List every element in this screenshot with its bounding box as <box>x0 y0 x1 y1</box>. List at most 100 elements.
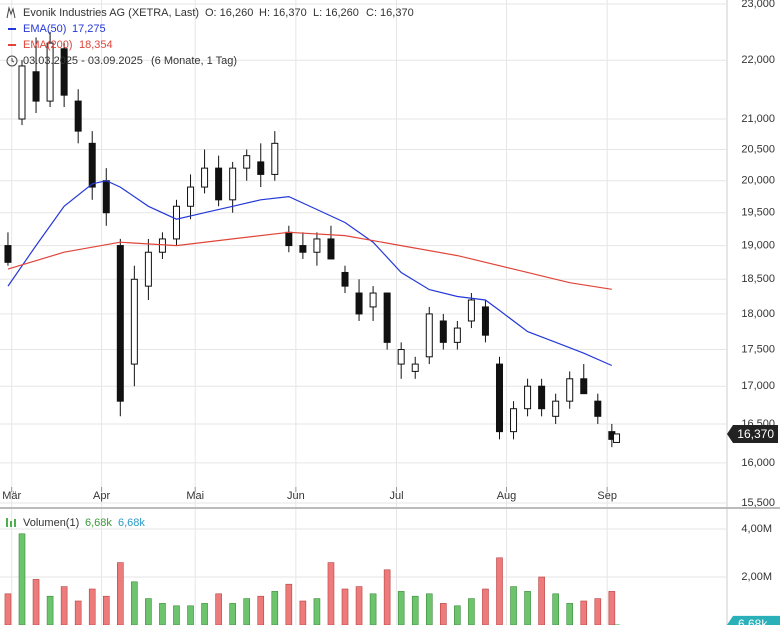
volume-bar <box>215 593 222 625</box>
candle-body <box>341 271 349 287</box>
candle-body <box>355 292 363 315</box>
volume-badge-label: 6,68k <box>738 617 768 625</box>
volume-bar <box>131 581 138 625</box>
volume-bar <box>313 598 321 625</box>
y-tick-label: 23,000 <box>741 0 775 10</box>
volume-bar <box>299 600 307 625</box>
candle-body <box>481 306 489 336</box>
volume-bar <box>117 562 124 625</box>
candle-body <box>243 155 251 169</box>
volume-bar <box>608 591 616 625</box>
volume-bar <box>18 533 26 625</box>
volume-bar <box>383 569 391 625</box>
candle-body <box>453 327 461 343</box>
volume-bar <box>425 593 433 625</box>
candle-body <box>116 245 124 402</box>
candle-body <box>215 167 223 201</box>
y-tick-label: 17,000 <box>741 380 775 392</box>
candle-body <box>229 167 237 201</box>
volume-bar <box>552 593 559 625</box>
candle-body <box>4 245 12 263</box>
candle-body <box>158 238 166 253</box>
ohlc-high: H: 16,370 <box>259 7 307 19</box>
candle-body <box>580 378 588 395</box>
candle-body <box>74 100 82 132</box>
x-tick-label: Aug <box>497 490 517 502</box>
candle-body <box>383 292 391 343</box>
volume-bar <box>285 583 293 625</box>
legend: Evonik Industries AG (XETRA, Last) O: 16… <box>6 6 414 529</box>
candle-body <box>88 142 96 188</box>
volume-bar <box>60 586 68 625</box>
volume-bar <box>257 595 265 625</box>
candle-body <box>411 363 419 372</box>
candle-body <box>613 433 621 443</box>
plot <box>0 0 727 625</box>
clock-hand <box>11 58 15 63</box>
volume-bar <box>327 562 335 625</box>
ohlc-low: L: 16,260 <box>313 7 359 19</box>
volume-value: 6,68k <box>118 517 145 529</box>
y-tick-label: 19,500 <box>741 207 775 219</box>
candle-body <box>495 363 503 433</box>
legend-label: EMA(200) <box>23 39 73 51</box>
legend-label: EMA(50) <box>23 23 66 35</box>
candle-body <box>187 186 195 207</box>
volume-bar <box>580 600 588 625</box>
ohlc-open: O: 16,260 <box>205 7 253 19</box>
candle-body <box>102 180 110 214</box>
candle-body <box>594 400 602 417</box>
volume-bar <box>159 603 166 625</box>
period: (6 Monate, 1 Tag) <box>151 55 237 67</box>
candle-body <box>510 408 518 433</box>
volume-bar <box>411 595 419 625</box>
volume-icon <box>6 518 8 527</box>
y-tick-label: 2,00M <box>741 571 772 583</box>
volume-bar <box>243 598 251 625</box>
x-tick-label: Jul <box>389 490 403 502</box>
y-tick-label: 16,000 <box>741 457 775 469</box>
volume-bar <box>566 603 574 625</box>
volume-badge <box>727 615 780 625</box>
candle-body <box>467 299 475 322</box>
clock-icon <box>6 55 18 67</box>
y-tick-label: 21,000 <box>741 113 775 125</box>
candle-body <box>552 400 560 417</box>
candle-body <box>285 231 293 247</box>
candle-body <box>32 71 40 102</box>
x-tick-label: Sep <box>597 490 617 502</box>
x-tick-label: Mär <box>2 490 21 502</box>
volume-bar <box>145 598 152 625</box>
chart-icon <box>6 6 16 19</box>
volume-bar <box>510 586 517 625</box>
candle-body <box>201 167 209 188</box>
date-range: 03.03.2025 - 03.09.2025 <box>23 55 143 67</box>
candle-body <box>327 238 335 260</box>
volume-bar <box>102 595 110 625</box>
y-tick-label: 15,500 <box>741 497 775 509</box>
volume-bar <box>4 593 12 625</box>
volume-bar <box>369 593 377 625</box>
volume-bar <box>482 588 489 625</box>
candle-body <box>60 48 68 96</box>
candle-body <box>397 349 405 365</box>
candle-body <box>18 65 26 120</box>
volume-bar <box>355 586 363 625</box>
candle-body <box>172 205 180 240</box>
legend-value: 17,275 <box>72 23 106 35</box>
y-tick-label: 20,000 <box>741 175 775 187</box>
volume-bar <box>201 603 208 625</box>
volume-bar <box>74 600 82 625</box>
volume-icon <box>10 521 12 527</box>
volume-bar <box>594 598 602 625</box>
volume-bar <box>468 598 475 625</box>
y-tick-label: 17,500 <box>741 343 775 355</box>
candle-body <box>524 385 532 410</box>
volume-bar <box>538 576 545 625</box>
volume-bar <box>173 605 180 625</box>
volume-icon <box>14 519 16 527</box>
ema-line <box>7 231 612 290</box>
candle-body <box>299 245 307 253</box>
y-tick-label: 22,000 <box>741 54 775 66</box>
